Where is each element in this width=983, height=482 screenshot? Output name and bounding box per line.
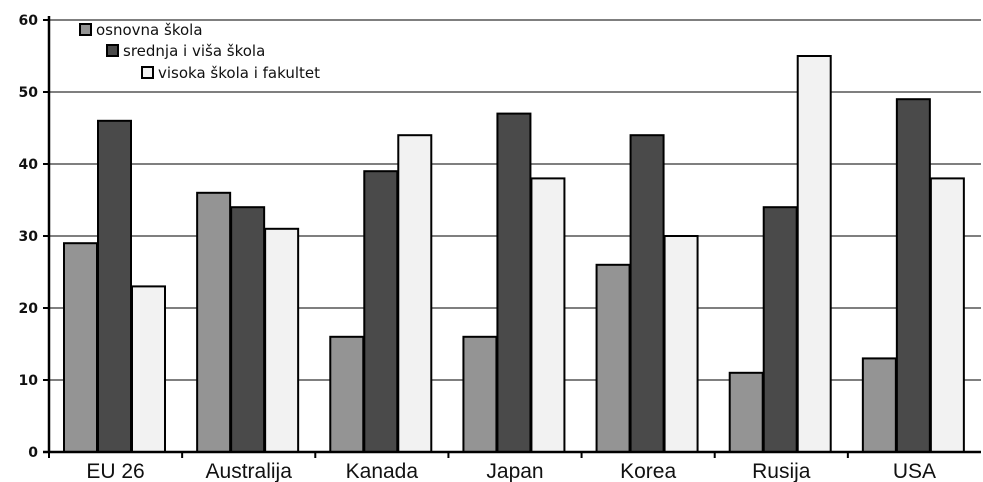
y-tick-labels: 0 10 20 30 40 50 60 bbox=[19, 13, 39, 461]
bar-3-australija bbox=[264, 227, 300, 453]
y-tick-label: 10 bbox=[19, 373, 39, 389]
bar-3-usa bbox=[929, 177, 965, 453]
category-label: USA bbox=[893, 460, 936, 482]
bar-3-kanada bbox=[397, 134, 433, 453]
category-label: Kanada bbox=[346, 460, 419, 482]
bar-2-rusija bbox=[762, 206, 798, 453]
bar-1-eu-26 bbox=[63, 242, 98, 453]
category-label: EU 26 bbox=[86, 460, 144, 482]
bar-2-kanada bbox=[363, 170, 399, 453]
bar-3-japan bbox=[530, 177, 566, 453]
legend-swatch bbox=[141, 66, 154, 79]
bar-1-korea bbox=[595, 263, 631, 453]
category-labels: EU 26 Australija Kanada Japan Korea Rusija USA bbox=[86, 460, 936, 482]
y-tick-label: 40 bbox=[19, 157, 39, 173]
bar-1-australija bbox=[196, 191, 232, 454]
bar-1-japan bbox=[462, 335, 498, 453]
bar-1-usa bbox=[861, 357, 897, 453]
bar-1-rusija bbox=[728, 371, 764, 453]
legend-swatch bbox=[106, 44, 119, 57]
bar-2-japan bbox=[496, 112, 532, 453]
y-tick-label: 30 bbox=[19, 229, 39, 245]
y-tick-label: 50 bbox=[19, 85, 39, 101]
bar-2-usa bbox=[895, 98, 931, 453]
bars bbox=[63, 55, 965, 454]
axes bbox=[43, 16, 981, 458]
bar-1-kanada bbox=[329, 335, 365, 453]
bar-3-rusija bbox=[796, 55, 832, 453]
legend-label: visoka škola i fakultet bbox=[158, 64, 320, 82]
y-tick-label: 0 bbox=[28, 445, 38, 461]
legend-swatch bbox=[79, 23, 92, 36]
bar-3-eu-26 bbox=[131, 285, 166, 453]
bar-2-korea bbox=[629, 134, 665, 453]
bar-2-eu-26 bbox=[97, 119, 132, 454]
y-tick-label: 20 bbox=[19, 301, 39, 317]
category-label: Japan bbox=[486, 460, 543, 482]
y-tick-label: 60 bbox=[19, 13, 39, 29]
bar-2-australija bbox=[230, 206, 266, 453]
bar-3-korea bbox=[663, 235, 699, 453]
category-label: Korea bbox=[620, 460, 676, 482]
legend-label: osnovna škola bbox=[96, 21, 203, 39]
category-label: Australija bbox=[206, 460, 293, 482]
legend: osnovna škola srednja i viša škola visoka … bbox=[79, 21, 320, 82]
category-label: Rusija bbox=[752, 460, 811, 482]
legend-label: srednja i viša škola bbox=[123, 42, 265, 60]
